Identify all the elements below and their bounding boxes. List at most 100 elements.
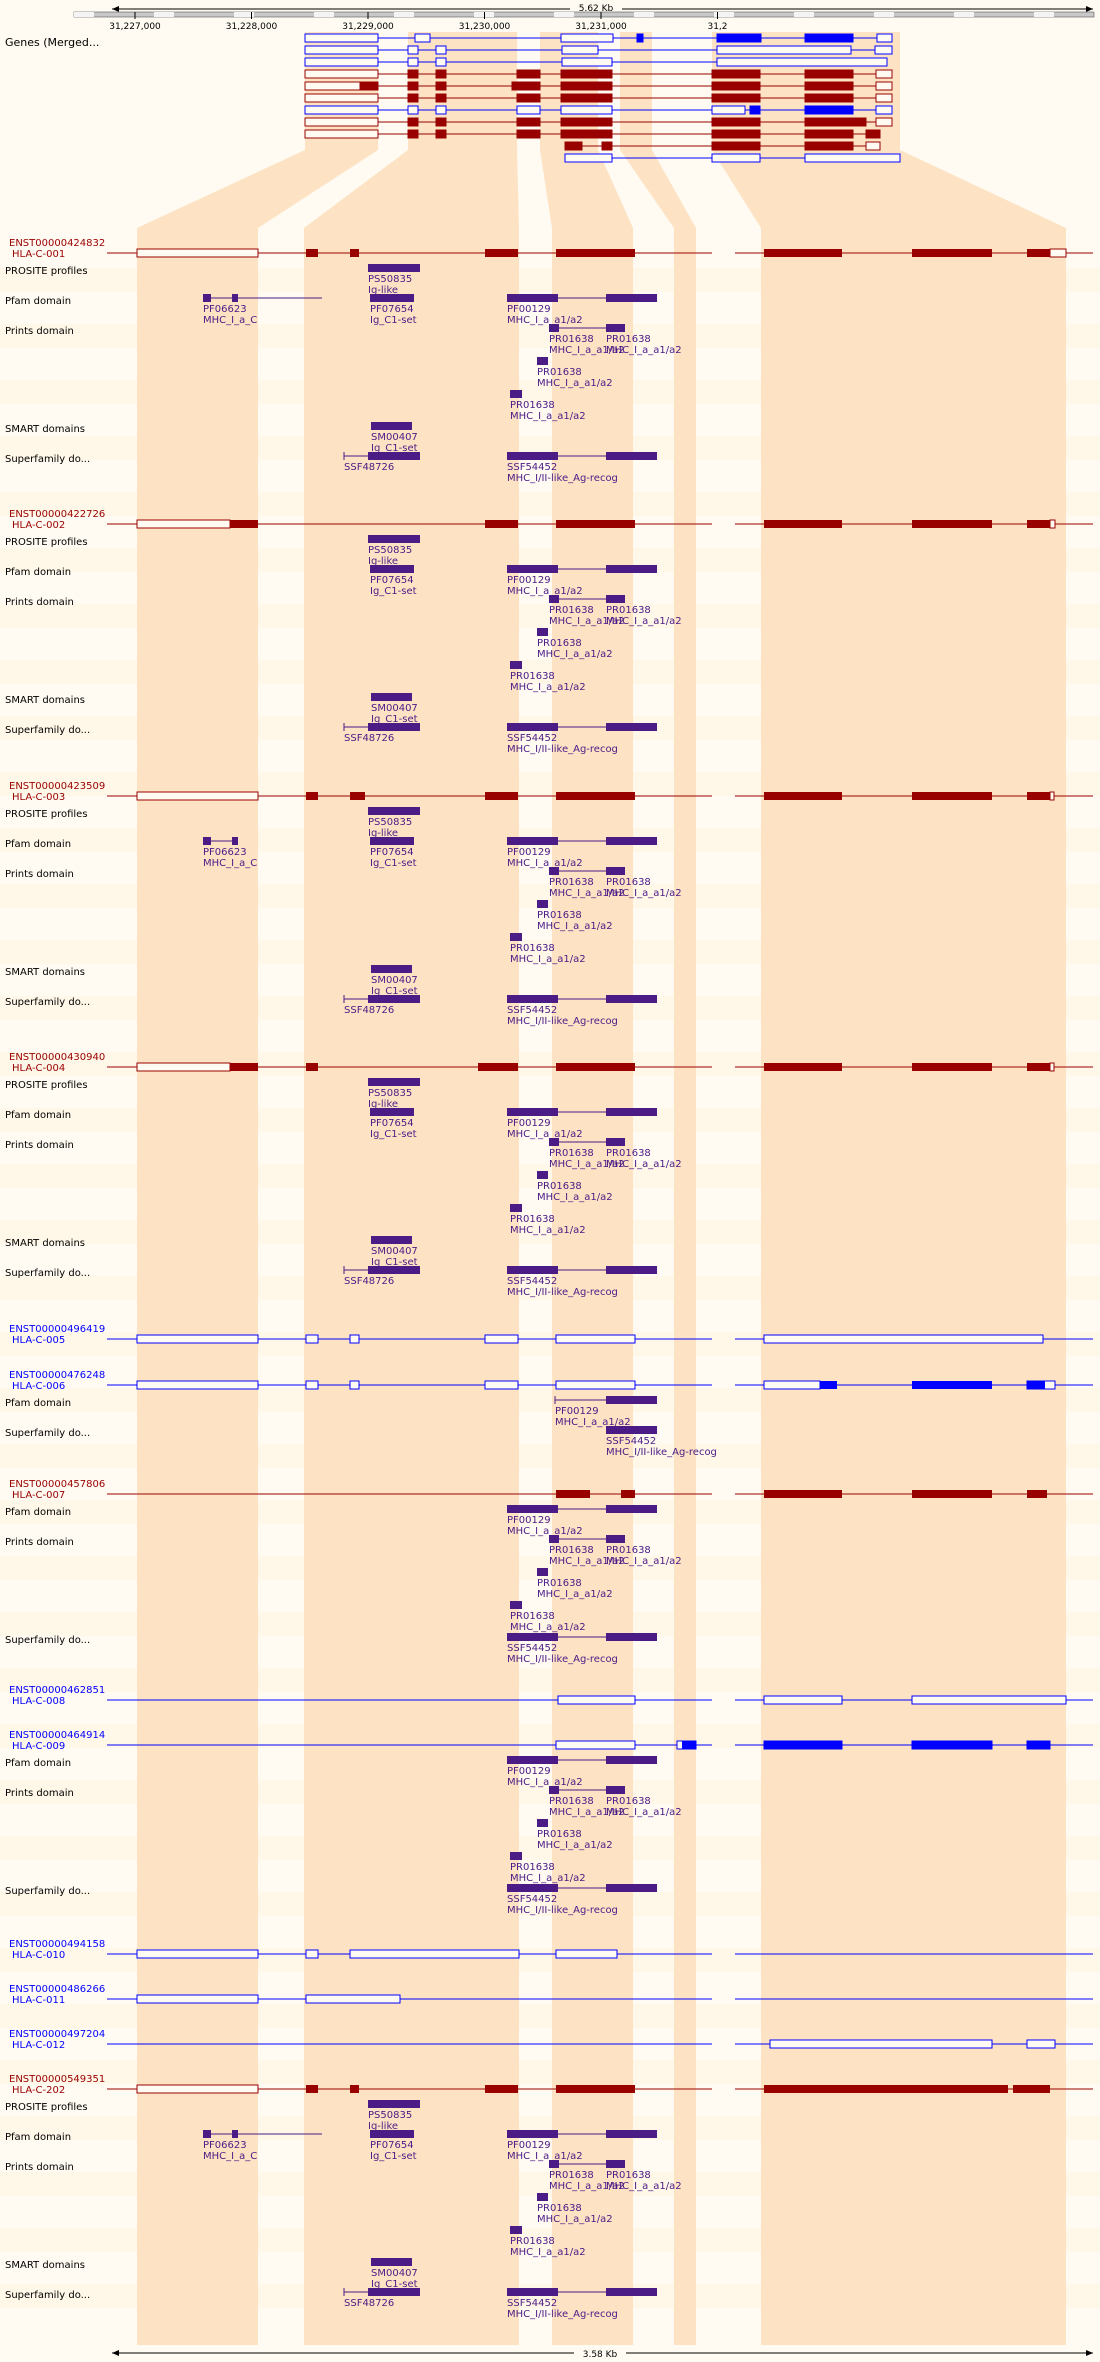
- domain-description: Ig-like: [368, 2121, 398, 2132]
- domain-feature: [606, 995, 657, 1003]
- domain-track-label: Superfamily do...: [5, 1635, 90, 1646]
- domain-track-label: Superfamily do...: [5, 997, 90, 1008]
- domain-description: MHC_I_a_a1/a2: [507, 2151, 583, 2162]
- domain-accession: SSF48726: [344, 733, 394, 744]
- domain-feature: [549, 324, 559, 332]
- domain-description: Ig_C1-set: [371, 443, 418, 454]
- gene-exon: [875, 81, 893, 91]
- domain-feature: [606, 867, 625, 875]
- exon-coding: [764, 520, 842, 528]
- domain-feature: [368, 2288, 420, 2296]
- domain-feature: [537, 1568, 548, 1576]
- gene-exon: [516, 129, 541, 139]
- domain-description: MHC_I_a_a1/a2: [510, 2247, 586, 2258]
- domain-feature: [606, 1884, 657, 1892]
- domain-track: Superfamily do... SSF54452MHC_I/II-like_A…: [5, 1884, 657, 1916]
- gene-exon: [711, 69, 761, 79]
- exon-noncoding: [555, 1380, 636, 1390]
- exon-noncoding: [136, 1380, 259, 1390]
- domain-track: Superfamily do... SSF54452MHC_I/II-like_A…: [5, 1633, 657, 1665]
- domain-feature: [510, 2226, 522, 2234]
- exon-coding: [230, 520, 258, 528]
- transcript-name: HLA-C-007: [12, 1490, 65, 1501]
- transcript-name: HLA-C-008: [12, 1696, 65, 1707]
- gene-exon: [359, 81, 379, 91]
- exon-filled: [682, 1741, 696, 1749]
- domain-description: MHC_I_a_a1/a2: [606, 1159, 682, 1170]
- ruler: 31,227,000 31,228,000 31,229,000 31,230,000…: [73, 11, 1095, 32]
- exon-coding: [912, 1490, 992, 1498]
- domain-track: Prints domainPR01638MHC_I_a_a1/a2PR01638…: [5, 324, 682, 422]
- ruler-segment: [394, 12, 414, 17]
- domain-feature: [606, 2160, 625, 2168]
- exon-filled: [1027, 1381, 1045, 1389]
- domain-track: Superfamily do... SSF48726 SSF54452MHC_I/I…: [5, 1266, 657, 1298]
- gene-exon: [304, 45, 379, 55]
- domain-feature: [606, 294, 657, 302]
- gene-exon: [407, 117, 419, 127]
- domain-feature: [510, 1852, 522, 1860]
- exon-noncoding: [349, 1334, 360, 1344]
- domain-description: MHC_I_a_C: [203, 315, 257, 326]
- domain-description: MHC_I_a_a1/a2: [537, 1840, 613, 1851]
- domain-feature: [371, 2258, 412, 2266]
- domain-feature: [606, 1633, 657, 1641]
- domain-description: Ig-like: [368, 285, 398, 296]
- domain-description: MHC_I_a_a1/a2: [549, 2181, 625, 2192]
- gene-exon: [804, 129, 854, 139]
- domain-track-label: Superfamily do...: [5, 1268, 90, 1279]
- gene-exon: [560, 105, 613, 115]
- domain-accession: SM00407: [371, 703, 418, 714]
- domain-accession: PF06623: [203, 304, 247, 315]
- exon-coding: [912, 249, 992, 257]
- exon-coding: [306, 1063, 318, 1071]
- domain-accession: PR01638: [606, 605, 651, 616]
- domain-description: MHC_I_a_a1/a2: [537, 649, 613, 660]
- domain-track-label: Superfamily do...: [5, 725, 90, 736]
- domain-feature: [371, 422, 412, 430]
- domain-track-label: Pfam domain: [5, 2132, 71, 2143]
- genes-merged-track: Genes (Merged...: [5, 33, 901, 163]
- domain-description: MHC_I_a_a1/a2: [549, 1807, 625, 1818]
- domain-accession: PF07654: [370, 1118, 414, 1129]
- gene-exon: [435, 69, 447, 79]
- domain-track-label: PROSITE profiles: [5, 2102, 88, 2113]
- domain-description: MHC_I_a_a1/a2: [549, 1159, 625, 1170]
- domain-track-label: Prints domain: [5, 869, 74, 880]
- exon-noncoding: [911, 1695, 1067, 1705]
- exon-noncoding: [349, 1949, 520, 1959]
- domain-description: Ig_C1-set: [371, 714, 418, 725]
- domain-track-label: Superfamily do...: [5, 1428, 90, 1439]
- domain-description: Ig_C1-set: [370, 858, 417, 869]
- exon-coding: [1013, 2085, 1050, 2093]
- domain-track-label: Pfam domain: [5, 839, 71, 850]
- transcript-id: ENST00000549351: [9, 2074, 105, 2085]
- domain-accession: PF00129: [507, 1515, 551, 1526]
- gene-exon: [716, 33, 762, 43]
- gene-exon: [435, 93, 447, 103]
- exon-coding: [556, 520, 635, 528]
- gene-exon: [874, 45, 893, 55]
- domain-description: MHC_I_a_a1/a2: [606, 1807, 682, 1818]
- domain-description: MHC_I_a_a1/a2: [537, 1589, 613, 1600]
- gene-exon: [435, 105, 447, 115]
- domain-feature: [368, 452, 420, 460]
- domain-accession: PF06623: [203, 847, 247, 858]
- domain-description: Ig-like: [368, 828, 398, 839]
- gene-exon: [865, 141, 881, 151]
- exon-coding: [556, 249, 635, 257]
- exon-filled: [820, 1381, 837, 1389]
- exon-band-taper: [712, 32, 1066, 228]
- domain-description: MHC_I_a_a1/a2: [606, 888, 682, 899]
- domain-feature: [507, 1505, 558, 1513]
- scale-arrow-right-icon: [1086, 2350, 1093, 2356]
- exon-coding: [350, 792, 365, 800]
- exon-coding: [912, 1063, 992, 1071]
- top-scale-bar: 5.62 Kb: [112, 2, 1093, 14]
